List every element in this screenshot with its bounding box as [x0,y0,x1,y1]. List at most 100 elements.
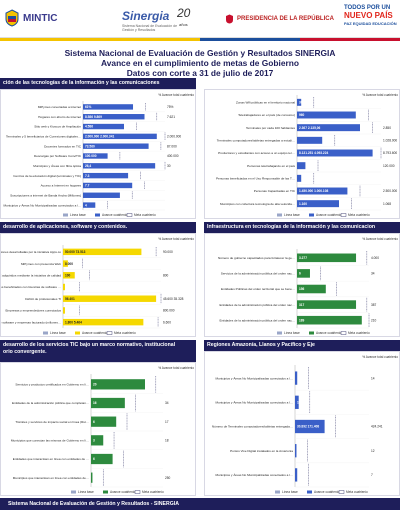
data-bar[interactable] [297,111,356,119]
bar-value-label: 2.000.000 2.000.341 [85,135,114,139]
title-line-3: Datos con corte a 31 de julio de 2017 [126,68,274,78]
category-label: Servicios de la administración pública d… [221,272,295,276]
data-bar[interactable] [297,136,323,144]
data-bar[interactable] [83,172,129,179]
meta-value-label: 800 [163,273,169,277]
chart-services: % Avance total cuatrienio Servicios y pro… [11,366,194,494]
bar-value-label: 11 [297,401,301,405]
bar-value-label: 6 [93,457,95,461]
category-label: Personas Capacitadas en TIC [254,189,296,193]
chart-panel-2: % Avance total cuatrienio Zonas Wifi públ… [204,89,400,219]
data-bar[interactable] [297,253,357,263]
category-label: Servicios y productos certificados en Go… [15,383,89,387]
data-bar[interactable] [83,182,133,189]
legend-swatch [71,490,76,494]
category-label: Aplicaciones desarrolladas por la inicia… [1,250,61,254]
meta-value-label: 87.000 [167,144,177,148]
bar-value-label: 56.401 [65,297,75,301]
data-bar[interactable] [295,468,298,482]
data-bar[interactable] [91,472,93,483]
data-bar[interactable] [297,162,306,170]
data-bar[interactable] [83,143,149,149]
data-bar[interactable] [83,114,145,120]
bar-value-label: 50.000 73.513 [65,250,86,254]
data-bar[interactable] [295,444,297,458]
bar-value-label: 4 [85,203,87,207]
legend-label-meta: Meta cuatrienio [348,331,370,335]
meta-value-label: 17 [165,420,169,424]
category-label: Teletrabajadores en el país (de consumo) [238,113,295,117]
data-bar[interactable] [83,123,124,130]
meta-value-label: 210 [371,318,377,322]
data-bar[interactable] [83,202,96,208]
category-label: Terminales y 5 beneficiarios de Conexion… [6,135,81,139]
data-bar[interactable] [297,200,339,208]
sinergia-logo[interactable]: Sinergia [122,9,170,23]
legend-swatch [277,331,282,335]
data-bar[interactable] [297,149,373,157]
category-label: Municipios y Áreas No Municipalizadas co… [3,203,81,207]
data-bar[interactable] [91,453,113,465]
category-label: Entidades Públicas del orden territorial… [221,287,295,291]
presidencia-link[interactable]: PRESIDENCIA DE LA REPÚBLICA [225,14,334,24]
data-bar[interactable] [63,307,65,314]
data-bar[interactable] [83,133,157,140]
category-label: Centros de la educación digital (termina… [13,174,81,178]
data-bar[interactable] [297,187,348,195]
page-title: Sistema Nacional de Evaluación de Gestió… [0,48,400,78]
pct-header: % Avance total cuatrienio [362,93,398,97]
data-bar[interactable] [83,153,108,159]
data-bar[interactable] [297,98,302,106]
bar-value-label: 8.131.251 4.093.224 [299,151,328,155]
legend-label-avance: Avance cuatrienio [316,213,342,217]
data-bar[interactable] [297,269,310,278]
data-bar[interactable] [63,260,68,267]
category-label: Número de Terminales computadores/tablet… [212,425,293,429]
legend-label-base: Línea base [282,490,298,494]
legend-label-meta: Meta cuatrienio [114,331,136,335]
data-bar[interactable] [63,295,157,302]
meta-value-label: 34 [371,272,375,276]
bar-value-label: 1.450.000 1.000.108 [299,189,328,193]
data-bar[interactable] [63,248,142,256]
data-bar[interactable] [83,163,156,169]
section-header-tic-access: ción de las tecnologías de la informació… [0,78,196,89]
data-bar[interactable] [63,318,144,326]
data-bar[interactable] [297,124,360,132]
chart-panel-1: % Avance total cuatrienio MiPymes conecta… [0,89,196,219]
data-bar[interactable] [91,416,117,427]
data-bar[interactable] [63,283,65,291]
slogan-line-a: TODOS POR UN [344,5,391,11]
data-bar[interactable] [297,315,362,325]
data-bar[interactable] [91,435,104,446]
bar-value-label: 6 [93,420,95,424]
category-label: Puntos Vive Digital instalados en la Ama… [230,449,293,453]
data-bar[interactable] [83,104,134,110]
bar-value-label: 7.3 [85,174,90,178]
data-bar[interactable] [91,397,125,409]
data-bar[interactable] [295,395,299,409]
legend-label-meta: Meta cuatrienio [348,213,370,217]
data-bar[interactable] [297,284,326,294]
legend-label-base: Línea base [78,490,94,494]
data-bar[interactable] [63,272,75,279]
presidencia-label: PRESIDENCIA DE LA REPÚBLICA [237,16,334,22]
bar-value-label: 100.000 [85,154,97,158]
category-label: Descargas por Software ConviTIC [34,154,82,158]
data-bar[interactable] [297,174,302,182]
meta-value-label: 90.000 [163,250,173,254]
data-bar[interactable] [295,371,298,385]
data-bar[interactable] [295,419,325,434]
data-bar[interactable] [297,300,357,309]
mintic-logo[interactable]: MINTIC [4,9,57,27]
bar-value-label: 6 [299,272,301,276]
legend-label-avance: Avance cuatrienio [102,213,128,217]
legend-label-meta: Meta cuatrienio [346,490,368,494]
section-services-line-1: desarrollo de los servicios TIC bajo un … [3,342,176,348]
data-bar[interactable] [83,192,120,198]
data-bar[interactable] [91,379,145,390]
bar-value-label: 20 [93,383,97,387]
legend-swatch [277,213,282,217]
bar-value-label: 1.160 [299,202,307,206]
meta-value-label: 4.000 [371,256,379,260]
